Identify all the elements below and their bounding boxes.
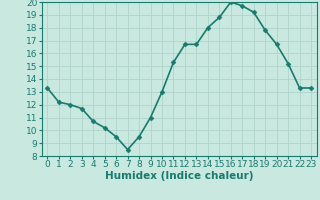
X-axis label: Humidex (Indice chaleur): Humidex (Indice chaleur): [105, 171, 253, 181]
